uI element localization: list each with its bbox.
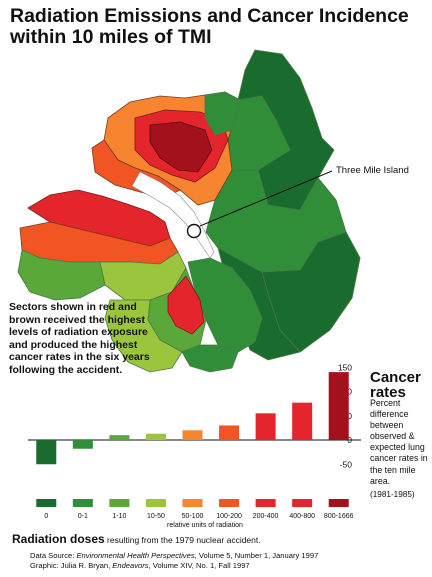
tmi-pointer <box>199 170 333 227</box>
dose-swatch <box>292 499 313 507</box>
tmi-label: Three Mile Island <box>336 165 409 176</box>
dose-swatch <box>36 499 57 507</box>
bar <box>36 440 57 465</box>
dose-swatch <box>328 499 349 507</box>
graphic-prefix: Graphic: Julia R. Bryan, <box>30 560 113 570</box>
source-line-2: Graphic: Julia R. Bryan, Endeavors, Volu… <box>30 561 318 571</box>
radiation-doses-title: Radiation doses <box>12 532 105 546</box>
bar <box>72 440 93 449</box>
dose-swatch <box>219 499 240 507</box>
x-tick-label: 800-1666 <box>324 513 354 520</box>
title-line-2: within 10 miles of TMI <box>10 26 212 48</box>
graphic-journal: Endeavors <box>112 560 149 570</box>
cancer-rate-chart: 150100500-5000-11-1010-5050-100100-20020… <box>28 362 361 529</box>
radiation-doses-subtitle: resulting from the 1979 nuclear accident… <box>104 535 261 545</box>
side-note: Sectors shown in red and brown received … <box>9 301 150 376</box>
graphic-suffix: , Volume XIV, No. 1, Fall 1997 <box>148 560 250 570</box>
bar <box>255 413 276 440</box>
x-tick-label: 0 <box>44 513 48 520</box>
x-axis-label: relative units of radiation <box>167 522 243 529</box>
bar <box>219 425 240 440</box>
map-title: Radiation Emissions and Cancer Incidence… <box>10 6 425 48</box>
source-credits: Data Source: Environmental Health Perspe… <box>30 551 318 571</box>
y-tick-label: -50 <box>340 459 353 469</box>
x-tick-label: 100-200 <box>216 513 242 520</box>
map-sector-north-green <box>204 91 241 136</box>
bar <box>182 430 203 440</box>
source-suffix: , Volume 5, Number 1, January 1997 <box>194 551 319 560</box>
bar <box>109 435 130 440</box>
x-tick-label: 400-800 <box>289 513 315 520</box>
y-tick-label: 0 <box>347 435 352 445</box>
bar <box>292 402 313 440</box>
radiation-doses-label: Radiation doses resulting from the 1979 … <box>12 532 261 546</box>
dose-swatch <box>255 499 276 507</box>
x-tick-label: 200-400 <box>253 513 279 520</box>
source-journal: Environmental Health Perspectives <box>76 551 195 560</box>
map-sector-north-darkred <box>149 121 213 173</box>
map-sector-south-yellow <box>104 299 183 373</box>
cancer-rates-title-text: Cancer rates <box>370 369 421 401</box>
map-sector-south-dark <box>181 344 239 373</box>
dose-swatch <box>182 499 203 507</box>
bar <box>145 433 166 440</box>
x-tick-label: 1-10 <box>112 513 126 520</box>
source-line-1: Data Source: Environmental Health Perspe… <box>30 551 318 561</box>
bar <box>328 372 349 440</box>
dose-swatch <box>72 499 93 507</box>
susquehanna-river <box>131 171 215 259</box>
cancer-rates-years: (1981-1985) <box>370 490 415 499</box>
dose-swatch <box>145 499 166 507</box>
map-sector-south-red <box>167 275 205 335</box>
source-prefix: Data Source: <box>30 551 77 560</box>
cancer-rates-description: Percent difference between observed & ex… <box>370 398 428 486</box>
map-sector-east-3 <box>261 231 361 353</box>
x-tick-label: 10-50 <box>147 513 165 520</box>
y-tick-label: 150 <box>338 362 352 372</box>
x-tick-label: 50-100 <box>182 513 204 520</box>
map-sector-west-green <box>17 249 106 301</box>
dose-swatch <box>109 499 130 507</box>
tmi-marker <box>186 223 202 239</box>
x-tick-label: 0-1 <box>78 513 88 520</box>
cancer-rates-title: Cancer rates <box>370 370 432 400</box>
title-line-1: Radiation Emissions and Cancer Incidence <box>10 5 409 27</box>
